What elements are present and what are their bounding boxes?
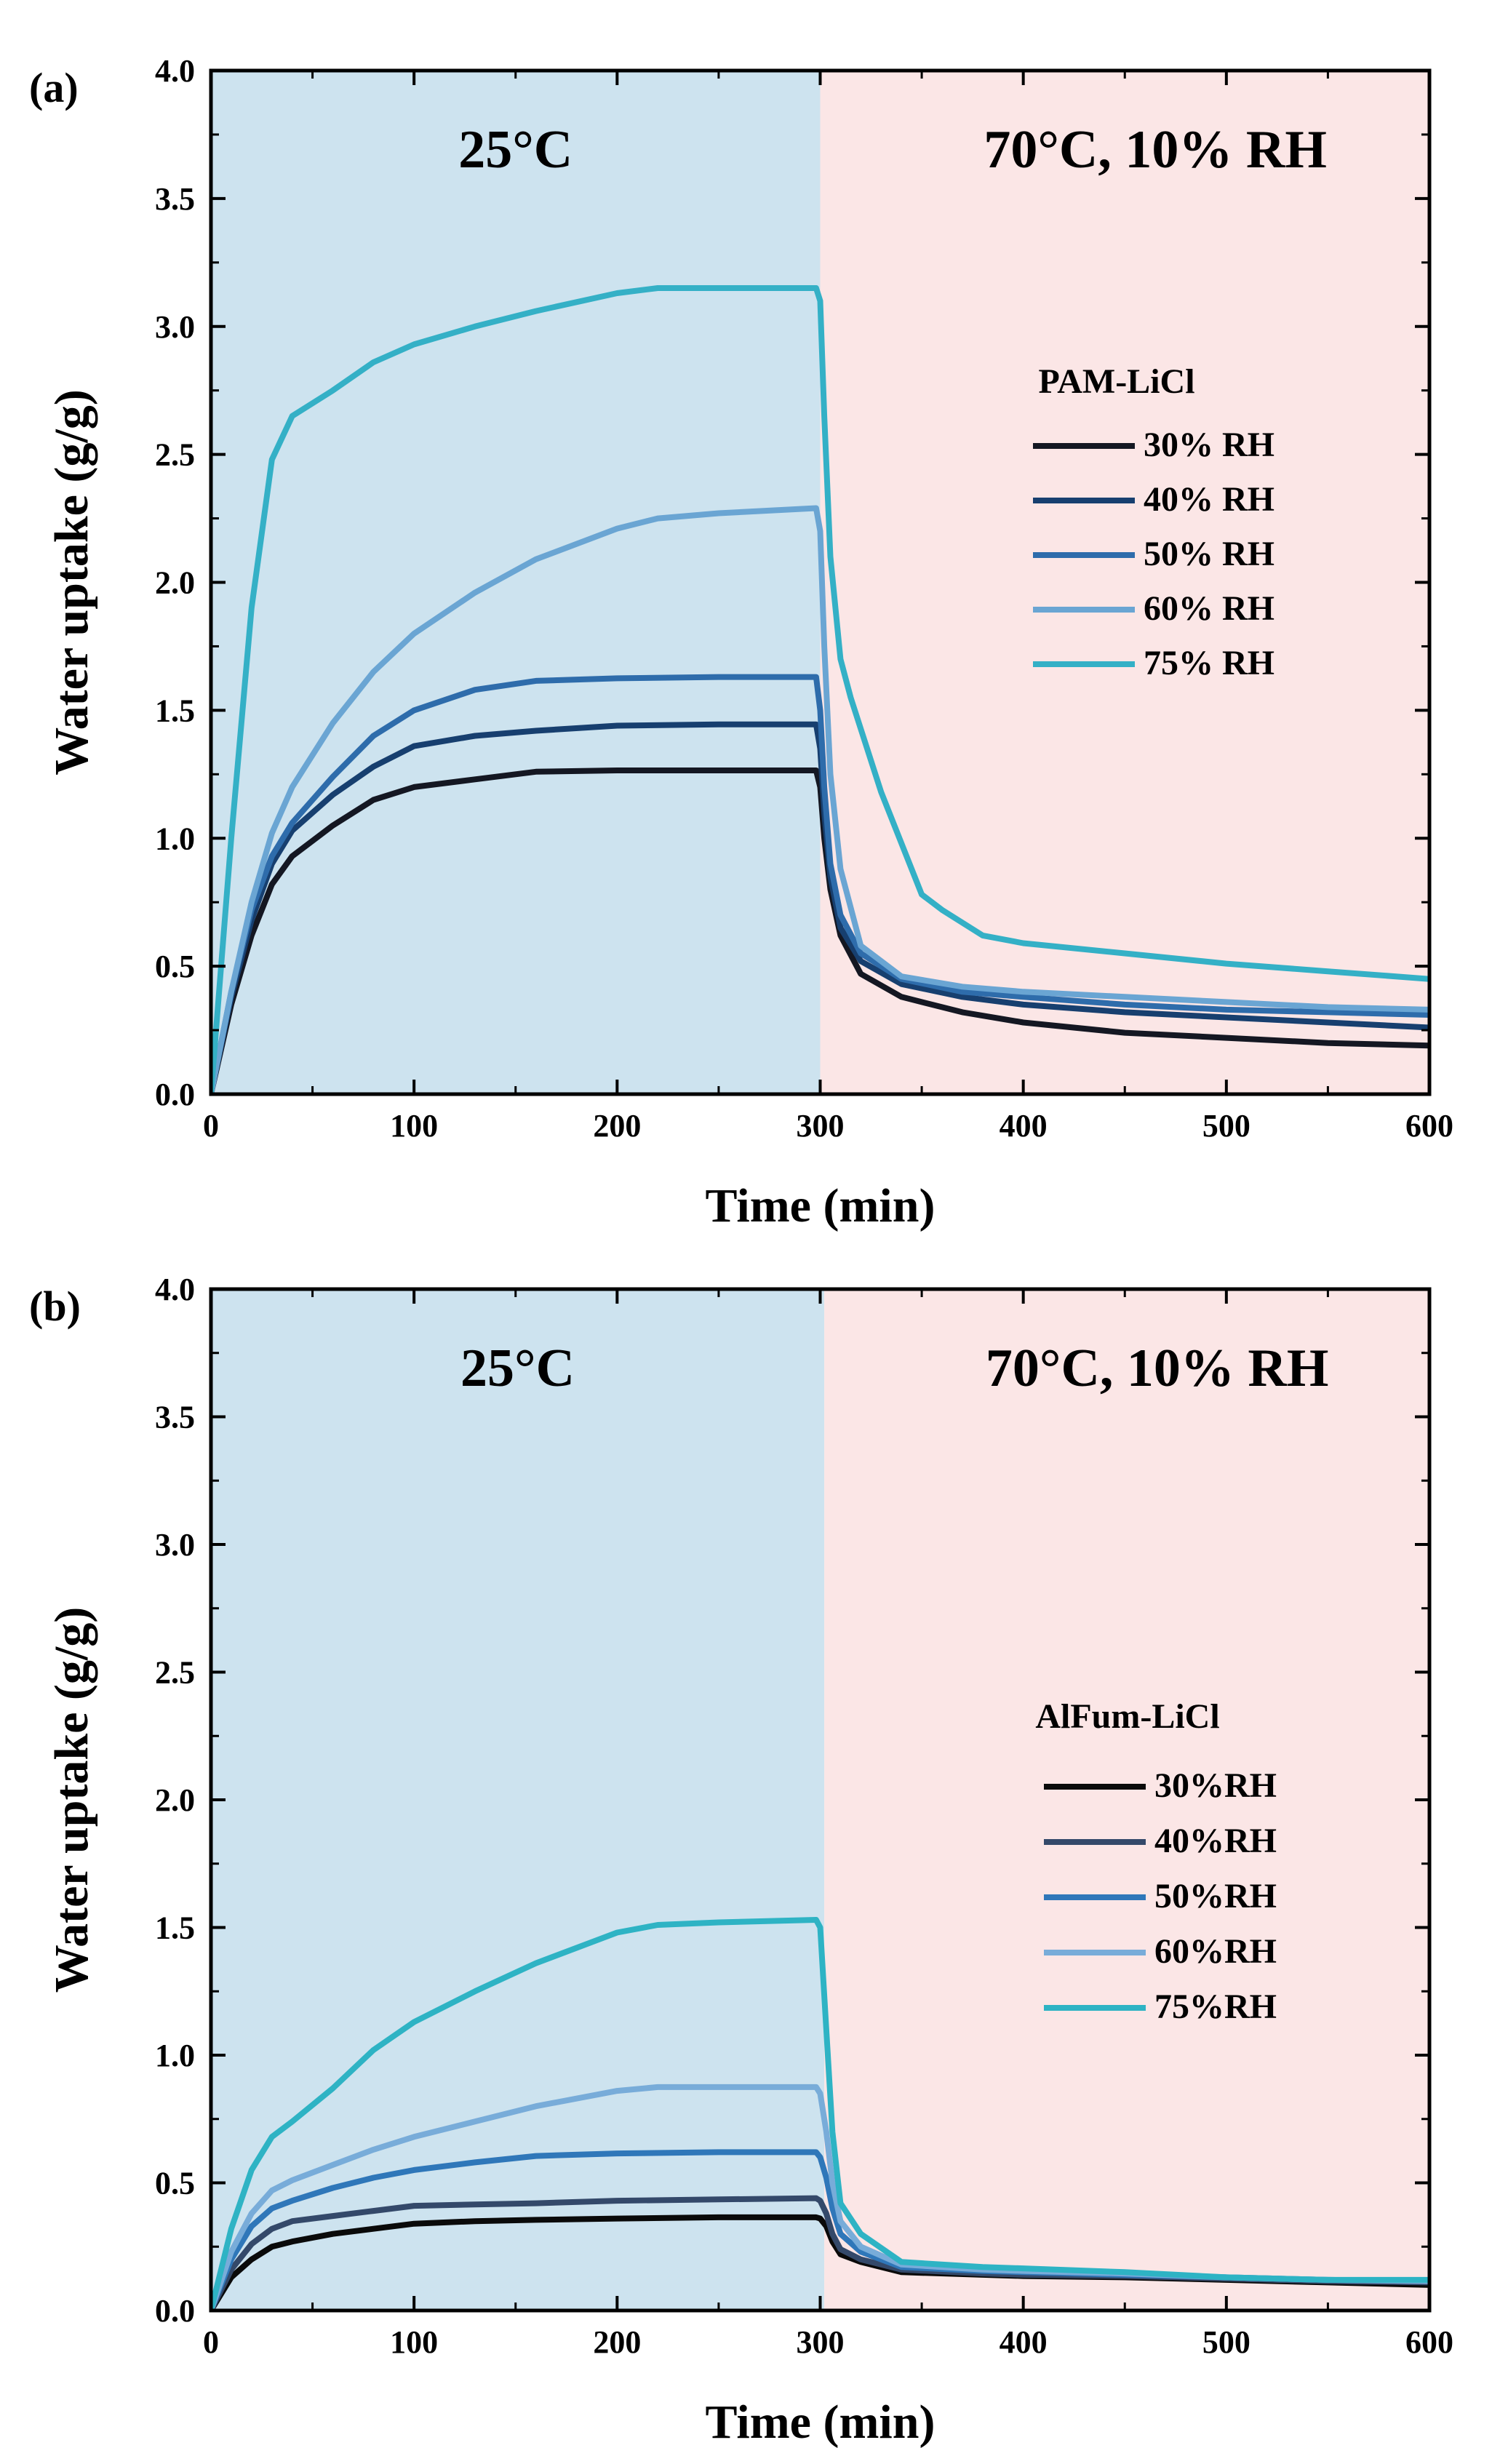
legend-label-0: 30% RH xyxy=(1144,426,1274,464)
y-tick-label: 0.5 xyxy=(155,949,195,984)
y-tick-label: 0.0 xyxy=(155,1077,195,1112)
panel-label: (b) xyxy=(29,1283,81,1330)
y-tick-label: 2.5 xyxy=(155,1655,195,1691)
legend-label-0: 30%RH xyxy=(1154,1766,1277,1805)
x-axis-title: Time (min) xyxy=(706,1179,936,1232)
x-tick-label: 400 xyxy=(1000,2324,1048,2360)
y-tick-label: 3.5 xyxy=(155,1400,195,1435)
legend-label-3: 60% RH xyxy=(1144,589,1274,628)
legend-label-4: 75%RH xyxy=(1154,1987,1277,2026)
region-label-1: 70°C, 10% RH xyxy=(986,1339,1329,1398)
series-line-2 xyxy=(211,674,1429,1094)
y-tick-label: 1.0 xyxy=(155,2038,195,2073)
series-line-3 xyxy=(211,505,1429,1094)
x-tick-label: 0 xyxy=(203,1108,219,1144)
x-tick-label: 600 xyxy=(1405,1108,1453,1144)
legend-label-3: 60%RH xyxy=(1154,1932,1277,1971)
y-tick-label: 3.0 xyxy=(155,1527,195,1563)
region-label-0: 25°C xyxy=(460,1339,575,1398)
y-tick-label: 2.0 xyxy=(155,1782,195,1818)
x-tick-label: 500 xyxy=(1202,2324,1250,2360)
legend-title: AlFum-LiCl xyxy=(1035,1697,1219,1736)
x-tick-label: 500 xyxy=(1202,1108,1250,1144)
region-label-0: 25°C xyxy=(458,120,573,180)
panel-b: 25°C 70°C, 10% RH 0 100 200 300 400 500 600 0.0 0.… xyxy=(29,1272,1453,2449)
region-bg-0 xyxy=(211,71,821,1094)
legend-label-2: 50%RH xyxy=(1154,1877,1277,1915)
y-axis-title: Water uptake (g/g) xyxy=(45,389,98,775)
legend-label-1: 40%RH xyxy=(1154,1822,1277,1860)
legend-label-2: 50% RH xyxy=(1144,535,1274,573)
series-line-4 xyxy=(211,285,1429,1094)
x-tick-label: 600 xyxy=(1405,2324,1453,2360)
region-label-1: 70°C, 10% RH xyxy=(984,120,1327,180)
y-tick-label: 0.5 xyxy=(155,2166,195,2201)
x-tick-label: 200 xyxy=(593,2324,641,2360)
y-tick-label: 2.5 xyxy=(155,437,195,473)
panel-a: 25°C 70°C, 10% RH 0 100 200 300 400 500 600 0.0 0.… xyxy=(29,53,1453,1232)
x-tick-label: 0 xyxy=(203,2324,219,2360)
series-line-1 xyxy=(211,721,1429,1094)
x-tick-label: 200 xyxy=(593,1108,641,1144)
y-tick-label: 1.0 xyxy=(155,821,195,856)
series-line-0 xyxy=(211,767,1429,1094)
legend-title: PAM-LiCl xyxy=(1038,362,1194,401)
x-tick-label: 100 xyxy=(390,1108,438,1144)
y-tick-label: 0.0 xyxy=(155,2293,195,2329)
region-bg-1 xyxy=(824,1289,1429,2311)
x-tick-label: 300 xyxy=(797,1108,845,1144)
y-axis-title: Water uptake (g/g) xyxy=(45,1607,98,1993)
x-tick-label: 300 xyxy=(797,2324,845,2360)
panel-label: (a) xyxy=(29,64,79,111)
y-tick-label: 1.5 xyxy=(155,1910,195,1946)
y-tick-label: 1.5 xyxy=(155,693,195,728)
y-tick-label: 3.0 xyxy=(155,309,195,345)
region-bg-0 xyxy=(211,1289,825,2311)
y-tick-label: 2.0 xyxy=(155,565,195,601)
y-tick-label: 3.5 xyxy=(155,181,195,217)
series-line-4 xyxy=(211,1917,1429,2311)
x-axis-title: Time (min) xyxy=(706,2396,936,2449)
y-tick-label: 4.0 xyxy=(155,53,195,89)
y-tick-label: 4.0 xyxy=(155,1272,195,1307)
x-tick-label: 100 xyxy=(390,2324,438,2360)
legend-label-4: 75% RH xyxy=(1144,644,1274,682)
legend-label-1: 40% RH xyxy=(1144,480,1274,519)
x-tick-label: 400 xyxy=(1000,1108,1048,1144)
region-bg-1 xyxy=(820,71,1429,1094)
